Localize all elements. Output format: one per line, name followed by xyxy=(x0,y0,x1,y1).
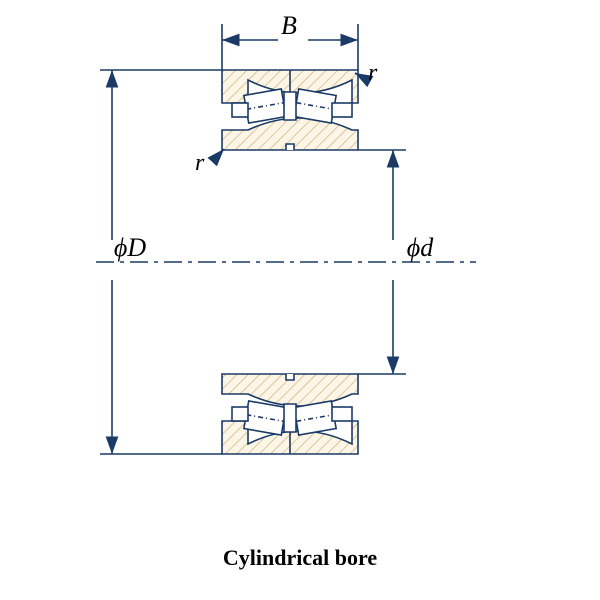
label-phid: ϕd xyxy=(407,233,433,263)
diagram-caption: Cylindrical bore xyxy=(0,545,600,571)
label-phiD: ϕD xyxy=(114,233,146,263)
label-r-top: r xyxy=(368,60,377,87)
label-r-left: r xyxy=(195,150,204,177)
bearing-cross-section xyxy=(0,0,600,600)
label-B: B xyxy=(281,11,297,41)
diagram-canvas: B r r ϕD ϕd Cylindrical bore xyxy=(0,0,600,600)
